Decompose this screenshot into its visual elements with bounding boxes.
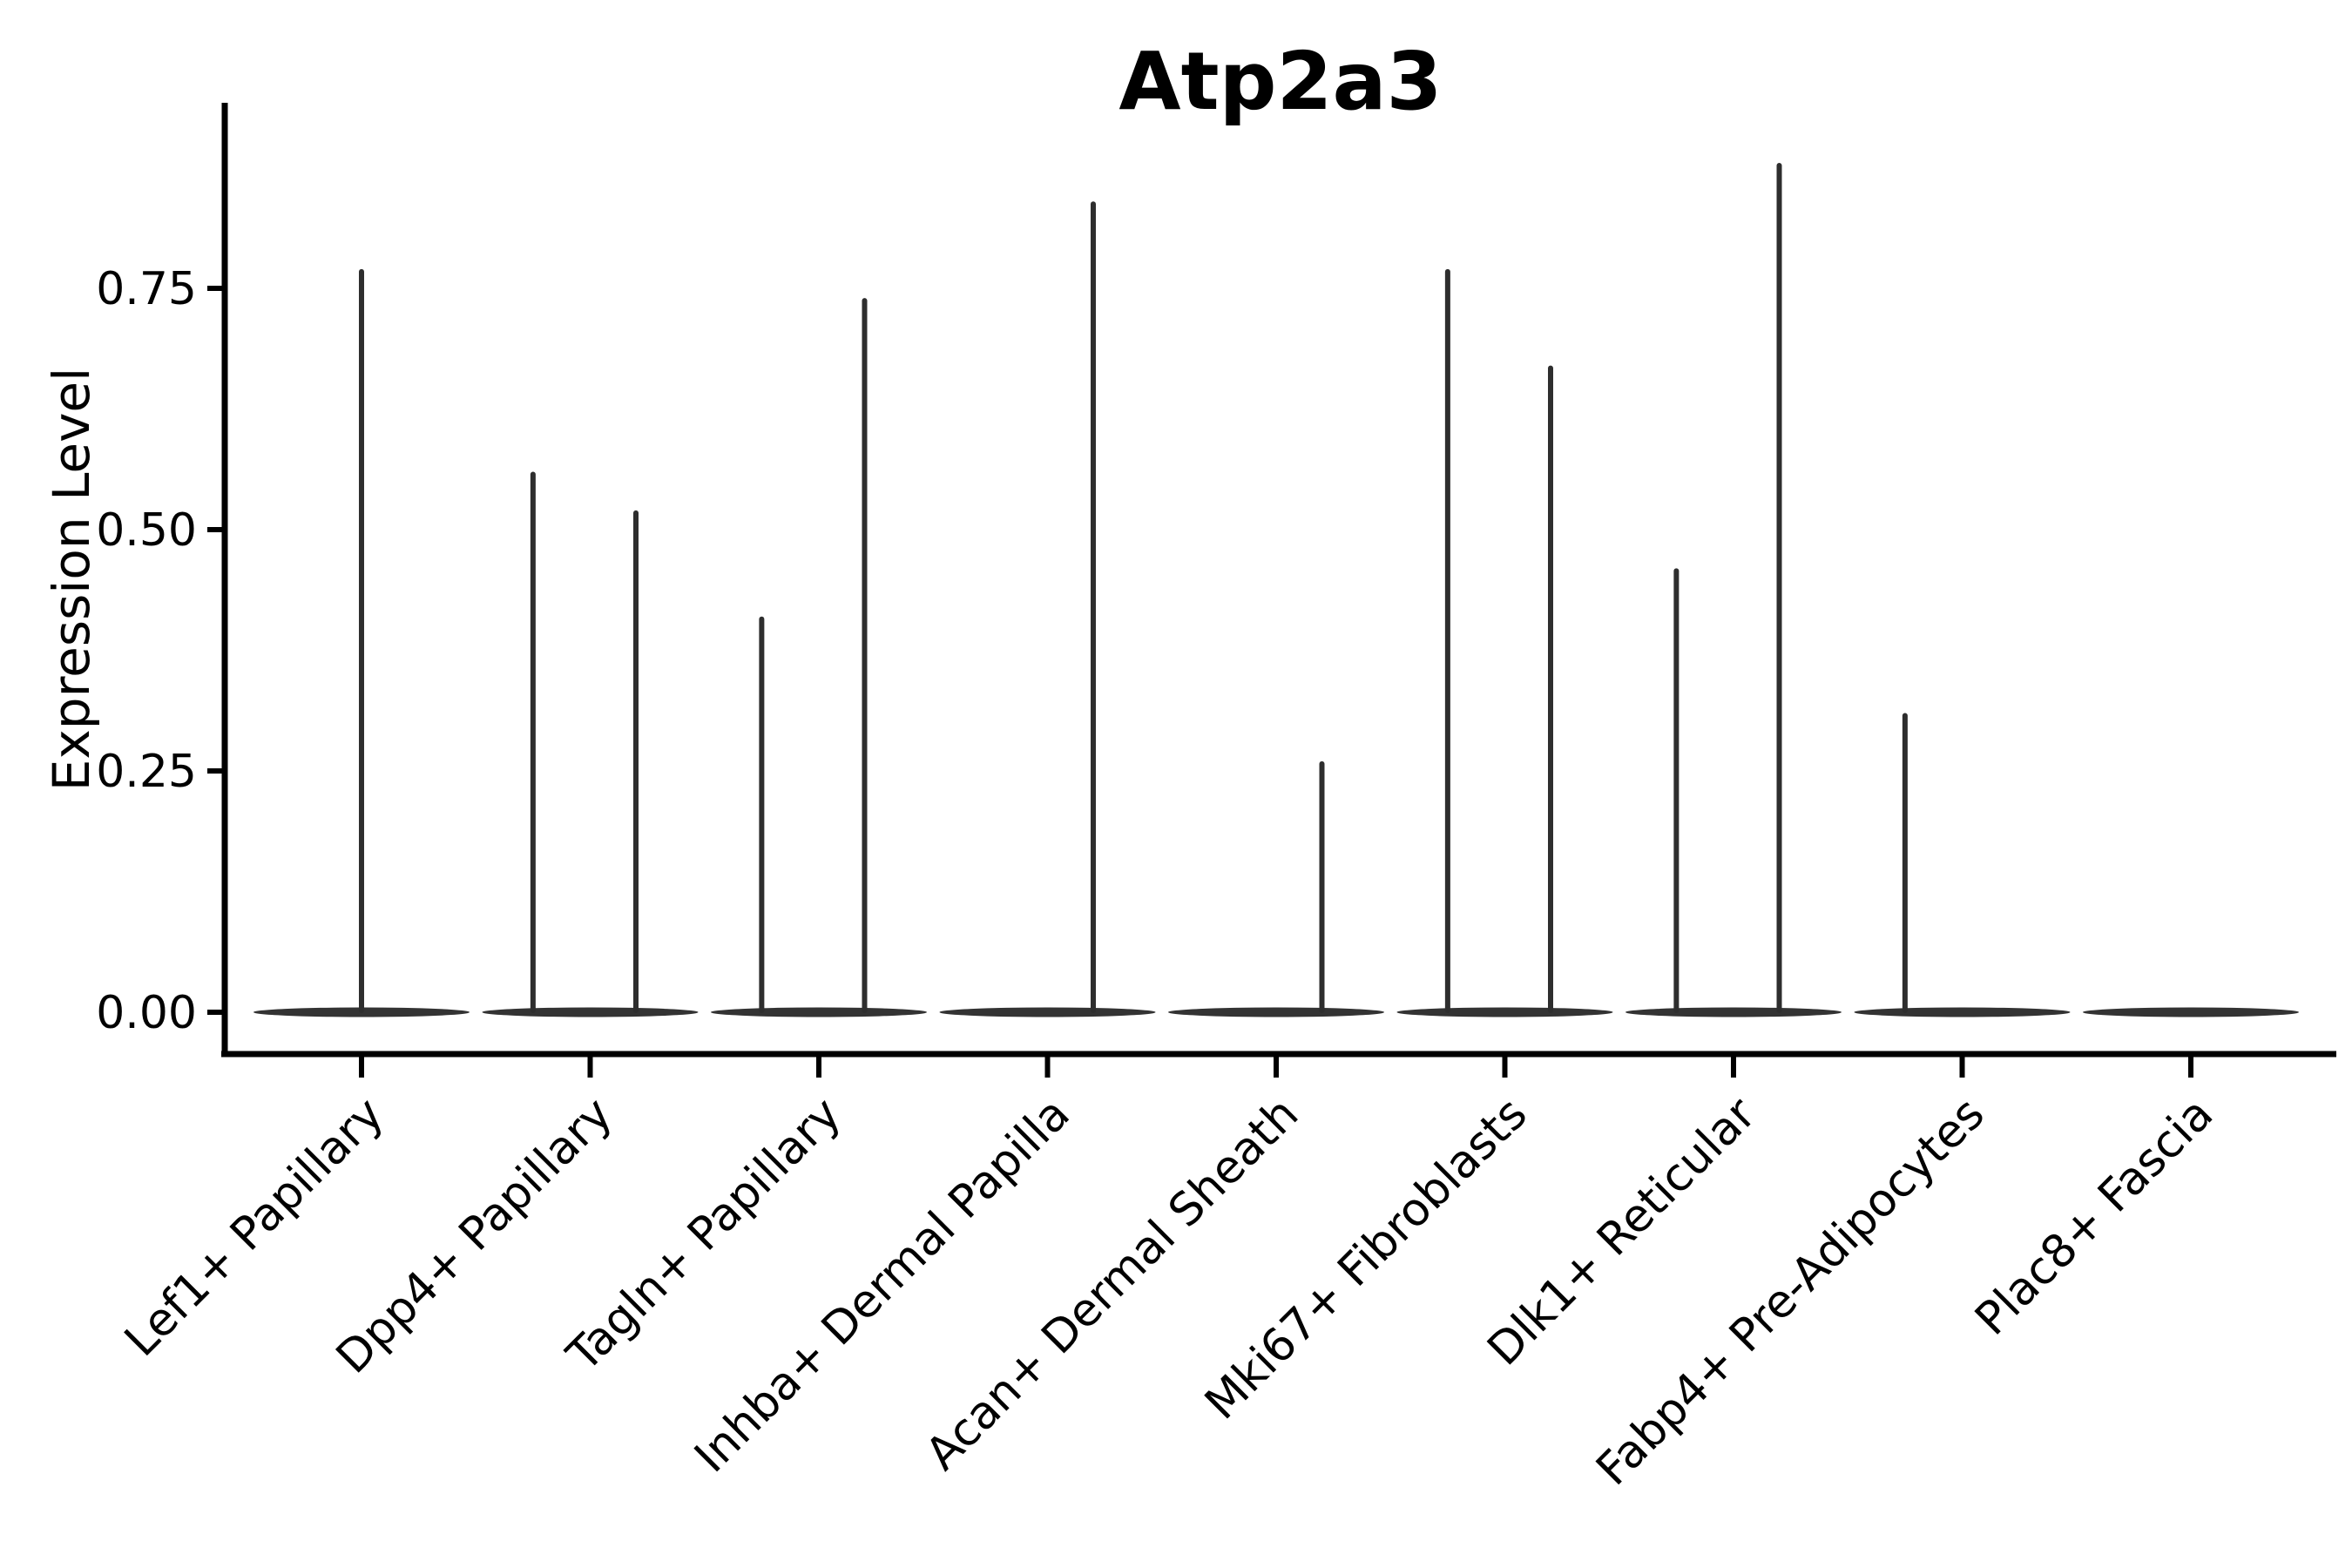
y-tick-label: 0.50 xyxy=(96,504,197,557)
violin-base xyxy=(1625,1007,1842,1017)
violin-base xyxy=(1396,1007,1613,1017)
x-tick-label: Plac8+ Fascia xyxy=(1965,1088,2223,1346)
x-tick-label: Fabp4+ Pre-Adipocytes xyxy=(1586,1088,1994,1496)
chart-title: Atp2a3 xyxy=(1119,35,1443,128)
violin-base xyxy=(939,1007,1156,1017)
violin-base xyxy=(2083,1007,2299,1017)
y-tick-label: 0.75 xyxy=(96,263,197,315)
violin-base xyxy=(1854,1007,2071,1017)
violin-base xyxy=(711,1007,927,1017)
violin-base xyxy=(482,1007,699,1017)
x-tick-label: Acan+ Dermal Sheath xyxy=(916,1088,1309,1481)
y-tick-label: 0.25 xyxy=(96,746,197,798)
x-tick-label: Inhba+ Dermal Papilla xyxy=(685,1088,1079,1483)
violin-base xyxy=(1168,1007,1384,1017)
y-tick-label: 0.00 xyxy=(96,987,197,1039)
